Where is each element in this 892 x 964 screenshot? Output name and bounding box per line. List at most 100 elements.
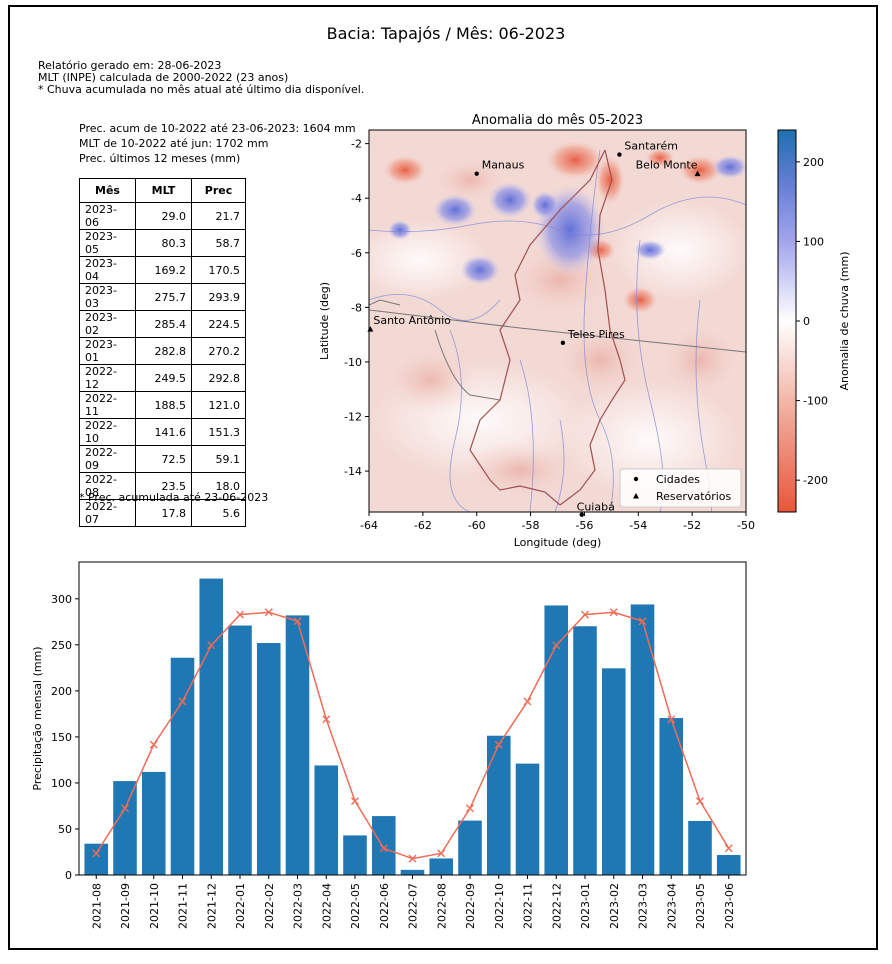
bar — [228, 625, 252, 875]
table-row: 2023-06 29.0 21.7 — [79, 202, 246, 230]
reservoir-marker — [367, 326, 374, 332]
bar-xtick-label: 2022-08 — [435, 883, 448, 929]
anomaly-patch — [595, 155, 625, 205]
bar — [630, 604, 655, 875]
bar — [84, 843, 109, 875]
mlt-point — [322, 715, 331, 724]
map-xtick-label: -54 — [629, 519, 647, 532]
cell-mlt: 249.5 — [135, 364, 192, 392]
mlt-point — [581, 610, 589, 619]
anomaly-patch — [433, 194, 477, 226]
bar-xtick-label: 2021-09 — [119, 883, 132, 929]
mlt-point — [92, 849, 101, 858]
map-ytick-label: -6 — [351, 247, 362, 260]
bar-ytick-label: 100 — [51, 777, 72, 790]
stat-mlt: MLT de 10-2022 até jun: 1702 mm — [79, 137, 269, 150]
mlt-point — [149, 740, 158, 749]
anomaly-patch — [712, 155, 746, 179]
cell-prec: 293.9 — [191, 283, 246, 311]
city-label: Cuiabá — [577, 501, 615, 514]
bar-xtick-label: 2022-05 — [349, 883, 362, 929]
map-xtick-label: -50 — [737, 519, 755, 532]
anomaly-patch — [369, 220, 490, 300]
cell-prec: 292.8 — [191, 364, 246, 392]
mlt-point — [293, 617, 302, 626]
city-label: Teles Pires — [567, 328, 625, 341]
anomaly-patch — [645, 148, 675, 168]
bar — [314, 765, 339, 875]
cell-mlt: 80.3 — [135, 229, 192, 257]
bar-xtick-label: 2022-04 — [320, 883, 333, 929]
bar — [544, 605, 569, 875]
map-legend: Cidades Reservatórios — [619, 468, 742, 508]
bar — [141, 771, 166, 875]
colorbar-tick-label: 0 — [803, 315, 810, 328]
river-line — [695, 299, 712, 512]
anomaly-patch — [430, 155, 510, 205]
bar — [659, 718, 684, 875]
reservoir-label: Belo Monte — [636, 159, 698, 172]
cell-month: 2022-11 — [79, 391, 136, 419]
bar-xtick-label: 2022-11 — [522, 883, 535, 929]
table-row: 2023-02 285.4 224.5 — [79, 310, 246, 338]
anomaly-patch — [383, 155, 427, 185]
map-ytick-label: -12 — [344, 411, 362, 424]
mlt-point — [437, 849, 446, 858]
bar-xtick-label: 2022-03 — [292, 883, 305, 929]
bar — [199, 578, 224, 875]
bar — [170, 657, 195, 875]
anomaly-patch — [610, 200, 746, 300]
map-ytick-label: -2 — [351, 138, 362, 151]
bar — [601, 668, 626, 875]
mlt-point — [552, 641, 561, 650]
mlt-point — [523, 697, 532, 706]
bar — [515, 763, 540, 875]
anomaly-patch — [634, 240, 666, 260]
anomaly-patch — [460, 440, 580, 500]
table-row: 2022-12 249.5 292.8 — [79, 364, 246, 392]
bar — [343, 835, 367, 875]
map-title: Anomalia do mês 05-2023 — [472, 113, 643, 128]
anomaly-patch — [388, 220, 412, 240]
map-xtick-label: -60 — [468, 519, 486, 532]
bar — [400, 869, 425, 875]
stat-accumulated: Prec. acum de 10-2022 até 23-06-2023: 16… — [79, 122, 356, 135]
anomaly-patch — [622, 286, 658, 314]
anomaly-patch — [460, 255, 500, 285]
anomaly-patch — [545, 140, 605, 180]
river-line — [583, 149, 614, 512]
table-row: 2022-09 72.5 59.1 — [79, 445, 246, 473]
table-row: 2022-08 23.5 18.0 — [79, 472, 246, 500]
mlt-point — [236, 610, 244, 619]
mlt-point — [609, 608, 618, 617]
mlt-point — [466, 804, 474, 813]
precip-table: Mês MLT Prec 2023-06 29.0 21.7 2023-05 80.3 5… — [79, 178, 246, 527]
cell-mlt: 275.7 — [135, 283, 192, 311]
table-body: 2023-06 29.0 21.7 2023-05 80.3 58.7 2023-04 169… — [79, 202, 246, 527]
mlt-point — [121, 804, 129, 813]
legend-reservoir-marker — [633, 493, 639, 499]
cell-mlt: 17.8 — [135, 499, 192, 527]
bar — [458, 820, 482, 875]
mlt-point — [494, 740, 503, 749]
bar-xtick-label: 2022-10 — [493, 883, 506, 929]
cell-prec: 170.5 — [191, 256, 246, 284]
bar-xtick-label: 2021-08 — [90, 883, 103, 929]
bar-xtick-label: 2021-12 — [205, 883, 218, 929]
colorbar-tick-label: -200 — [803, 474, 828, 487]
cell-month: 2023-03 — [79, 283, 136, 311]
map-xtick-label: -58 — [522, 519, 540, 532]
legend-city-marker — [633, 476, 639, 482]
bar — [486, 735, 511, 875]
bar-ytick-label: 300 — [51, 593, 72, 606]
table-row: 2022-10 141.6 151.3 — [79, 418, 246, 446]
bar — [716, 855, 741, 875]
mlt-point — [351, 797, 359, 806]
table-row: 2023-03 275.7 293.9 — [79, 283, 246, 311]
bar — [256, 643, 281, 875]
anomaly-patch — [488, 182, 532, 218]
bar-xtick-label: 2022-12 — [550, 883, 563, 929]
cell-month: 2023-05 — [79, 229, 136, 257]
report-info: Relatório gerado em: 28-06-2023 MLT (INP… — [38, 60, 364, 96]
